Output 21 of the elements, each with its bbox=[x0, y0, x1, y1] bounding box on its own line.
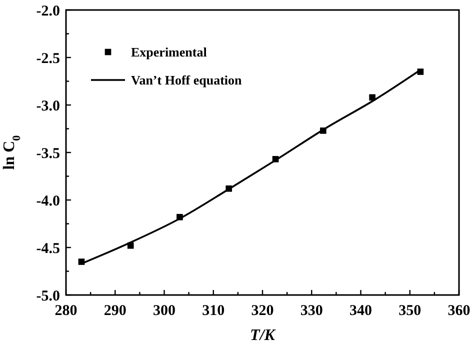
y-tick-label: -4.0 bbox=[36, 193, 60, 210]
x-axis-title: T/K bbox=[250, 327, 276, 344]
legend-label: Van’t Hoff equation bbox=[131, 72, 243, 88]
x-tick-label: 310 bbox=[202, 303, 225, 319]
y-tick-label: -3.0 bbox=[36, 98, 60, 114]
x-tick-label: 280 bbox=[54, 303, 78, 319]
y-tick-label: -2.5 bbox=[36, 50, 60, 67]
legend-label: Experimental bbox=[131, 44, 208, 60]
y-tick-label: -4.5 bbox=[36, 240, 60, 257]
x-tick-label: 340 bbox=[350, 303, 372, 319]
x-tick-label: 290 bbox=[104, 303, 126, 319]
x-tick-label: 300 bbox=[153, 303, 176, 319]
point bbox=[369, 94, 376, 101]
x-tick-label: 320 bbox=[251, 303, 274, 319]
x-tick-label: 360 bbox=[448, 303, 470, 319]
y-tick-label: -5.0 bbox=[36, 288, 60, 304]
x-tick-label: 330 bbox=[300, 303, 323, 319]
y-tick-label: -3.5 bbox=[36, 146, 60, 162]
point bbox=[127, 242, 134, 249]
y-tick-label: -2.0 bbox=[36, 3, 60, 20]
x-tick-label: 350 bbox=[398, 303, 422, 319]
